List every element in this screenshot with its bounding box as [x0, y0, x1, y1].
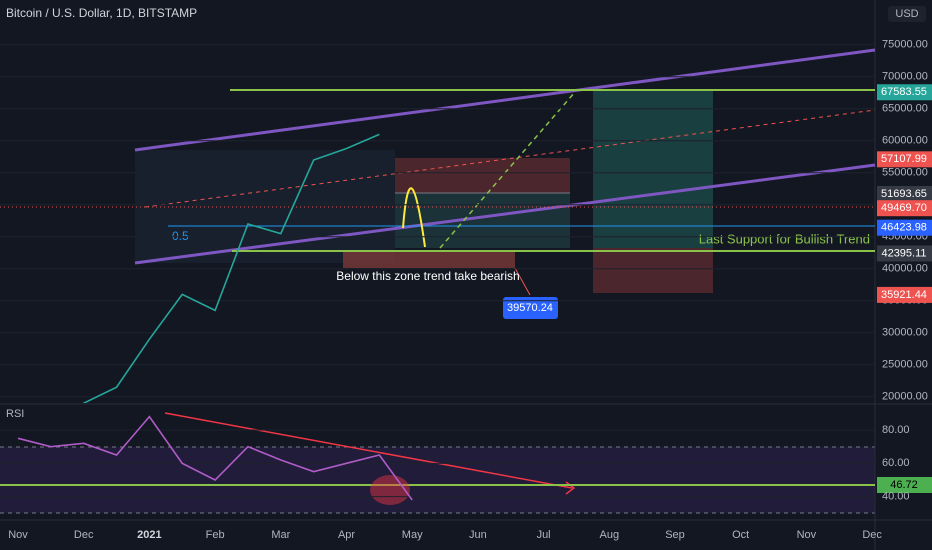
price-label: 42395.11: [881, 247, 926, 259]
x-tick-label: 2021: [137, 529, 161, 541]
y-tick-label: 25000.00: [882, 359, 928, 371]
x-tick-label: Mar: [271, 529, 290, 541]
x-tick-label: Nov: [8, 529, 28, 541]
price-label: 51693.65: [881, 188, 927, 200]
long-reward-box: [593, 90, 713, 248]
rsi-trendline: [164, 412, 573, 489]
support-note: Last Support for Bullish Trend: [699, 231, 870, 246]
x-tick-label: Oct: [732, 529, 749, 541]
fib-label: 0.5: [172, 229, 189, 243]
target-badge: [503, 297, 558, 319]
series-line: [17, 415, 413, 501]
long-risk-box: [593, 248, 713, 293]
rsi-value: 46.72: [890, 479, 918, 491]
x-tick-label: May: [402, 529, 423, 541]
price-label: 35921.44: [881, 289, 927, 301]
price-badge: [877, 84, 932, 101]
price-badge: [877, 219, 932, 236]
projection-arc: [402, 187, 426, 248]
y-tick-label: 65000.00: [882, 103, 928, 115]
x-tick-label: Nov: [797, 529, 817, 541]
zone-note: Below this zone trend take bearish: [336, 269, 519, 283]
price-label: 46423.98: [881, 222, 927, 234]
price-badge: [877, 200, 932, 217]
y-tick-label: 40.00: [882, 491, 910, 503]
price-badge: [877, 245, 932, 262]
price-label: 57107.99: [881, 153, 927, 165]
channel-top: [134, 48, 876, 152]
currency: USD: [895, 8, 918, 20]
channel-bottom: [134, 163, 876, 265]
y-tick-label: 70000.00: [882, 71, 928, 83]
x-tick-label: Apr: [338, 529, 355, 541]
y-tick-label: 40000.00: [882, 263, 928, 275]
price-badge: [877, 185, 932, 202]
short-risk-box: [395, 158, 570, 193]
series-line: [82, 133, 380, 403]
y-tick-label: 55000.00: [882, 167, 928, 179]
target-label: 39570.24: [507, 302, 553, 314]
x-tick-label: Feb: [206, 529, 225, 541]
y-tick-label: 60.00: [882, 457, 910, 469]
channel-mid: [144, 109, 876, 208]
rsi-badge: [877, 477, 932, 493]
y-tick-label: 20000.00: [882, 391, 928, 403]
price-badge: [877, 151, 932, 168]
rsi-band: [0, 447, 875, 513]
x-tick-label: Sep: [665, 529, 685, 541]
price-badge: [877, 286, 932, 303]
bearish-zone: [343, 250, 515, 268]
currency-badge: [888, 6, 926, 22]
y-tick-label: 60000.00: [882, 135, 928, 147]
projection-path: [439, 91, 576, 249]
x-tick-label: Dec: [862, 529, 882, 541]
rsi-title: RSI: [6, 408, 24, 420]
y-tick-label: 75000.00: [882, 39, 928, 51]
x-tick-label: Dec: [74, 529, 94, 541]
x-tick-label: Jun: [469, 529, 487, 541]
target-pointer: [514, 267, 531, 296]
price-label: 49469.70: [881, 202, 927, 214]
price-label: 67583.55: [881, 86, 927, 98]
y-tick-label: 30000.00: [882, 327, 928, 339]
symbol-title: Bitcoin / U.S. Dollar, 1D, BITSTAMP: [6, 6, 197, 20]
y-tick-label: 80.00: [882, 424, 910, 436]
x-tick-label: Aug: [600, 529, 620, 541]
x-tick-label: Jul: [537, 529, 551, 541]
